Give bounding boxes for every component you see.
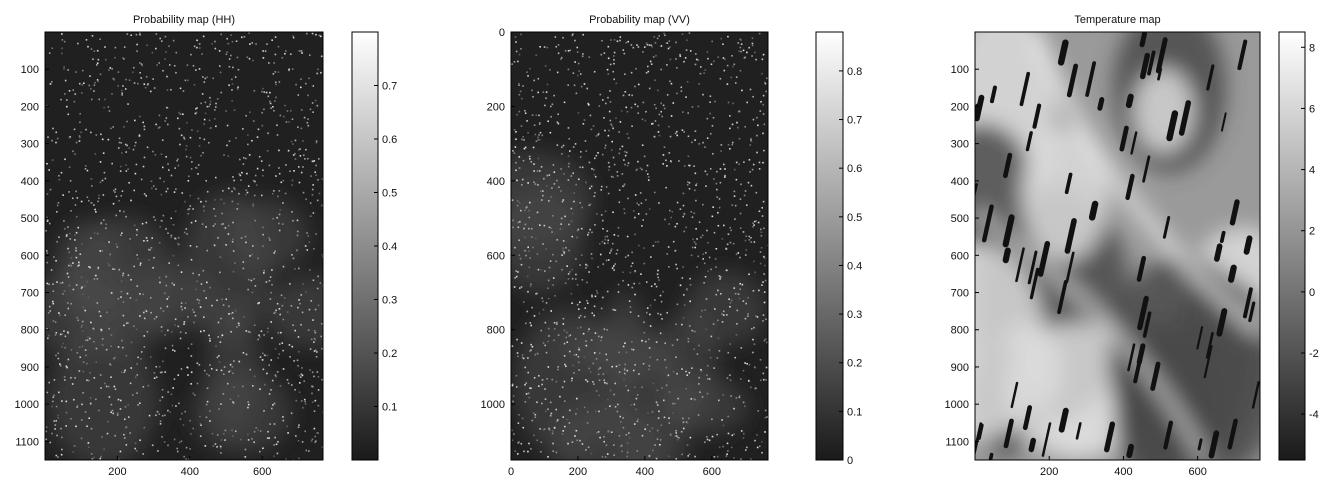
y-tick-label: 900 (21, 362, 39, 374)
y-tick-label: 200 (487, 101, 505, 113)
x-tick-label: 400 (181, 466, 199, 478)
colorbar (1278, 31, 1306, 461)
y-tick-label: 1100 (945, 436, 969, 448)
colorbar-tick-label: 0.1 (847, 406, 862, 418)
colorbar-tick-label: 0.3 (382, 295, 397, 307)
subplot-2: Probability map (VV) 0 200 400 600 0 200 400 600… (481, 14, 863, 478)
x-tick-label: 0 (508, 466, 514, 478)
y-tick-label: 600 (951, 250, 969, 262)
y-tick-label: 800 (951, 325, 969, 337)
colorbar-tick-label: 0.5 (382, 188, 397, 200)
x-tick-label: 200 (108, 466, 126, 478)
colorbar-tick-label: 8 (1309, 42, 1315, 54)
subplot-title: Probability map (HH) (133, 14, 235, 26)
axes-frame (974, 31, 1261, 461)
colorbar-tick-label: 2 (1309, 226, 1315, 238)
colorbar-tick-label: -4 (1309, 409, 1319, 421)
y-tick-label: 600 (487, 250, 505, 262)
colorbar-tick-label: 0.3 (847, 309, 862, 321)
y-tick-label: 400 (951, 176, 969, 188)
subplot-1: Probability map (HH) 200 400 600 100 200 300 40… (15, 14, 398, 478)
colorbar-tick-label: 0.7 (847, 115, 862, 127)
y-tick-label: 300 (951, 139, 969, 151)
x-tick-label: 600 (1188, 466, 1206, 478)
y-tick-label: 1100 (15, 436, 39, 448)
y-tick-label: 700 (21, 288, 39, 300)
colorbar-tick-label: 0.5 (847, 212, 862, 224)
x-tick-label: 400 (636, 466, 654, 478)
y-tick-label: 1000 (481, 399, 505, 411)
x-tick-label: 600 (703, 466, 721, 478)
heatmap-image (975, 32, 1260, 460)
axes-frame (44, 31, 324, 461)
subplot-title: Probability map (VV) (589, 14, 690, 26)
y-tick-label: 200 (951, 101, 969, 113)
colorbar-tick-label: 0 (1309, 287, 1315, 299)
subplot-3: Temperature map 200 400 600 100 200 300 400 500 6… (945, 14, 1319, 478)
colorbar-tick-label: 0.1 (382, 402, 397, 414)
y-tick-label: 600 (21, 250, 39, 262)
x-tick-label: 400 (1114, 466, 1132, 478)
colorbar-tick-label: 4 (1309, 165, 1315, 177)
colorbar-tick-label: 0.8 (847, 66, 862, 78)
colorbar-tick-label: 0.4 (382, 241, 397, 253)
colorbar-tick-label: 0.2 (847, 358, 862, 370)
y-tick-label: 100 (21, 64, 39, 76)
axes-frame (510, 31, 769, 461)
y-tick-label: 800 (21, 325, 39, 337)
y-tick-label: 1000 (15, 399, 39, 411)
heatmap-image (511, 32, 768, 460)
y-tick-label: 100 (951, 64, 969, 76)
colorbar-tick-label: 0.7 (382, 81, 397, 93)
colorbar-tick-label: 0.2 (382, 348, 397, 360)
y-tick-label: 500 (951, 213, 969, 225)
colorbar-tick-label: -2 (1309, 348, 1319, 360)
x-tick-label: 200 (1040, 466, 1058, 478)
y-tick-label: 300 (21, 139, 39, 151)
x-tick-label: 200 (569, 466, 587, 478)
subplot-title: Temperature map (1074, 14, 1160, 26)
x-tick-label: 600 (253, 466, 271, 478)
colorbar (815, 31, 844, 461)
colorbar-tick-label: 0 (847, 455, 853, 467)
y-tick-label: 400 (487, 176, 505, 188)
y-tick-label: 200 (21, 101, 39, 113)
y-tick-label: 700 (951, 288, 969, 300)
colorbar-tick-label: 0.6 (847, 163, 862, 175)
colorbar-tick-label: 0.4 (847, 260, 862, 272)
y-tick-label: 1000 (945, 399, 969, 411)
colorbar-tick-label: 0.6 (382, 134, 397, 146)
y-tick-label: 400 (21, 176, 39, 188)
colorbar-tick-label: 6 (1309, 103, 1315, 115)
y-tick-label: 900 (951, 362, 969, 374)
heatmap-image (45, 32, 323, 460)
colorbar (351, 31, 379, 461)
y-tick-label: 800 (487, 325, 505, 337)
y-tick-label: 500 (21, 213, 39, 225)
y-tick-label: 0 (499, 27, 505, 39)
